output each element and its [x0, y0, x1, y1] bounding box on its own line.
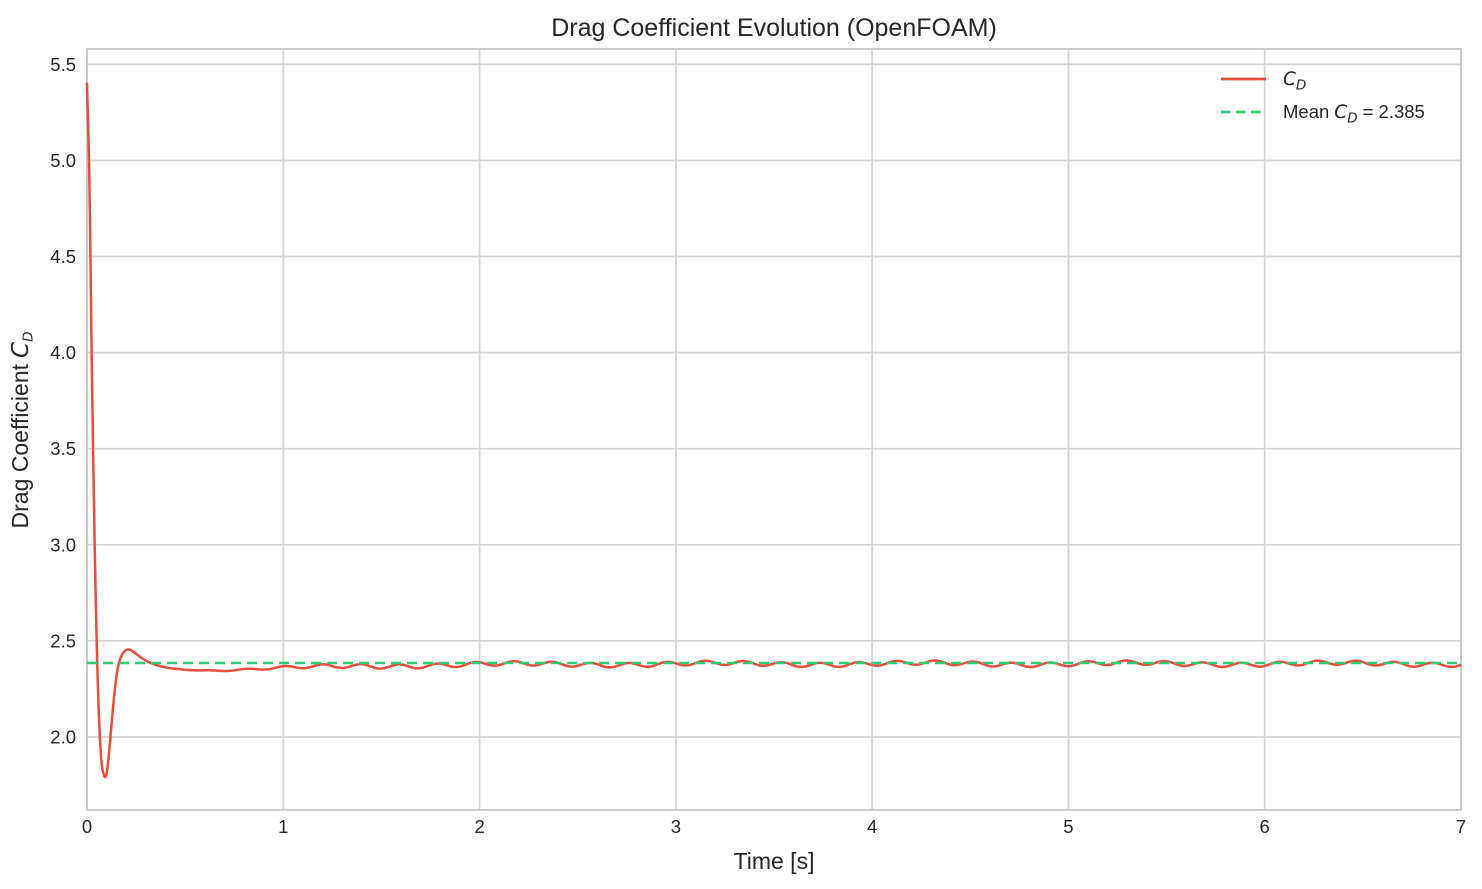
x-tick-label: 2: [474, 816, 484, 837]
x-tick-label: 3: [671, 816, 681, 837]
x-tick-label: 6: [1260, 816, 1270, 837]
y-tick-label: 2.5: [50, 630, 76, 651]
x-tick-labels: 0 1 2 3 4 5 6 7: [82, 816, 1466, 837]
legend: CD Mean CD = 2.385: [1221, 69, 1425, 127]
x-axis-label: Time [s]: [734, 848, 815, 874]
x-tick-label: 5: [1063, 816, 1073, 837]
y-tick-label: 2.0: [50, 727, 76, 748]
y-tick-label: 5.5: [50, 54, 76, 75]
x-tick-label: 4: [867, 816, 877, 837]
y-tick-label: 4.5: [50, 246, 76, 267]
y-tick-label: 3.0: [50, 534, 76, 555]
x-tick-label: 0: [82, 816, 92, 837]
y-tick-label: 3.5: [50, 438, 76, 459]
y-tick-label: 5.0: [50, 150, 76, 171]
y-tick-label: 4.0: [50, 342, 76, 363]
y-axis-label: Drag CoefficientCD: [7, 332, 37, 529]
x-tick-label: 1: [278, 816, 288, 837]
chart-title: Drag Coefficient Evolution (OpenFOAM): [551, 14, 997, 42]
legend-label-cd: CD: [1283, 69, 1306, 94]
legend-label-mean: Mean CD = 2.385: [1283, 101, 1425, 127]
plot-area-border: [86, 48, 1462, 811]
gridlines: [86, 49, 1462, 810]
cd-series-line: [85, 82, 1462, 779]
x-tick-label: 7: [1456, 816, 1466, 837]
y-tick-labels: 2.0 2.5 3.0 3.5 4.0 4.5 5.0 5.5: [50, 54, 76, 748]
